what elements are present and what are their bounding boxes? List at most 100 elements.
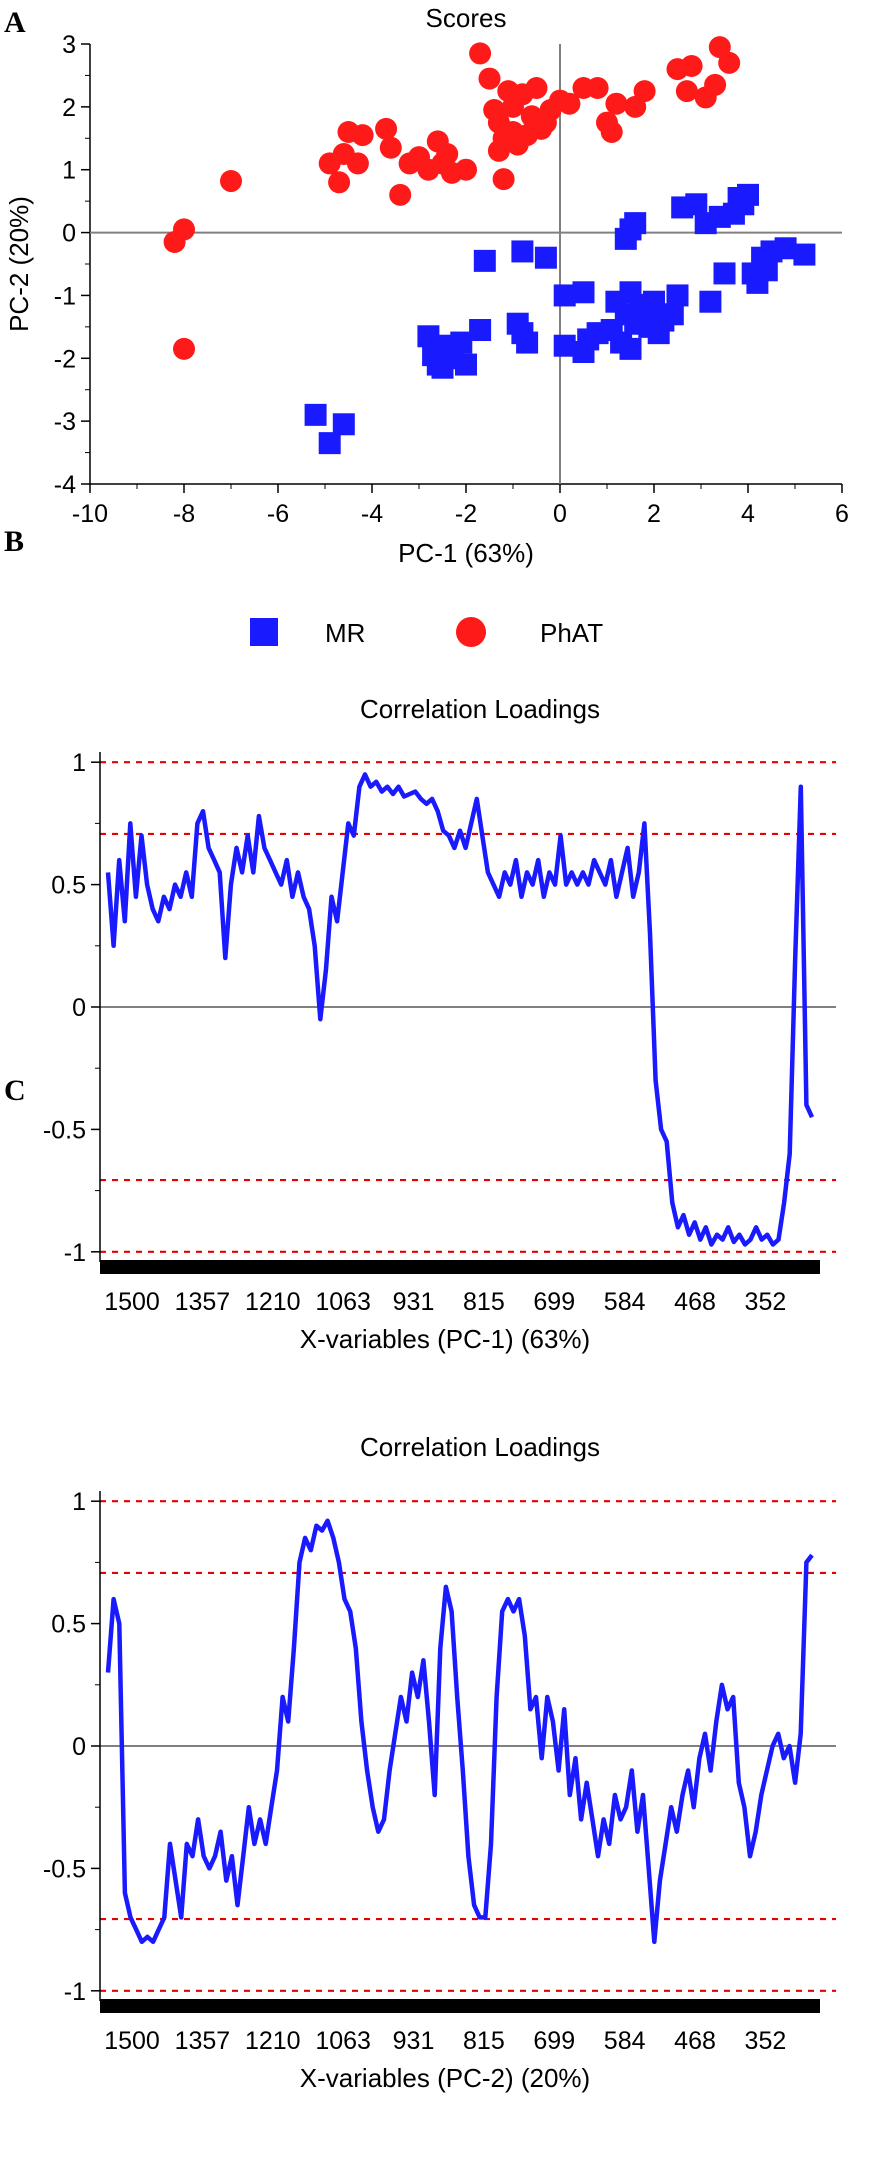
phat-point <box>530 117 553 140</box>
scores-x-tick-label: -10 <box>72 500 108 528</box>
loadings-pc1-y-tick-label: -0.5 <box>43 1116 86 1144</box>
scores-y-tick-label: 1 <box>62 157 76 185</box>
loadings-pc1-loading-line <box>105 772 815 1247</box>
mr-point <box>534 246 557 269</box>
phat-point <box>436 143 459 165</box>
phat-point <box>492 127 515 150</box>
phat-point <box>525 77 548 99</box>
phat-point <box>605 92 628 115</box>
loadings-pc2-x-tick-label: 1210 <box>245 2027 301 2055</box>
loadings-pc2-loading-line <box>105 1518 814 1945</box>
scores-x-tick-label: 6 <box>835 500 849 528</box>
scores-title: Scores <box>426 3 507 33</box>
loadings-pc2-x-label: X-variables (PC-2) (20%) <box>300 2063 590 2093</box>
scores-y-tick-label: 2 <box>62 94 76 122</box>
phat-point <box>379 136 402 159</box>
phat-point <box>351 124 374 147</box>
phat-point <box>469 42 492 65</box>
loadings-pc1-y-tick-label: 0 <box>72 994 86 1022</box>
scores-x-tick-label: -4 <box>361 500 383 528</box>
mr-point <box>417 325 440 348</box>
mr-point <box>431 356 454 379</box>
mr-point <box>666 284 689 307</box>
mr-point <box>553 284 576 307</box>
mr-point <box>469 319 492 341</box>
phat-point <box>375 117 398 140</box>
mr-point <box>450 331 473 354</box>
scores-x-tick-label: -6 <box>267 500 289 528</box>
loadings-pc1-x-tick-label: 1500 <box>104 1288 160 1316</box>
mr-point <box>614 227 637 250</box>
loadings-pc1-y-tick-label: 1 <box>72 749 86 777</box>
phat-point <box>483 99 506 121</box>
scores-x-tick-label: 4 <box>741 500 755 528</box>
mr-point <box>755 259 778 282</box>
loadings-pc1-x-tick-label: 815 <box>463 1288 505 1316</box>
phat-point <box>492 168 515 191</box>
phat-point <box>704 73 727 96</box>
phat-point <box>600 121 623 143</box>
phat-point <box>173 218 195 241</box>
legend-phat-label: PhAT <box>540 618 603 648</box>
mr-point <box>318 432 341 455</box>
scores-y-tick-label: -2 <box>54 345 76 373</box>
loadings-pc2-x-tick-label: 1063 <box>315 2027 371 2055</box>
loadings-pc1-x-tick-label: 468 <box>674 1288 716 1316</box>
loadings-pc2-x-tick-label: 1500 <box>104 2027 160 2055</box>
loadings-pc2-x-tick-label: 931 <box>393 2027 435 2055</box>
loadings-pc1-x-tick-label: 1357 <box>175 1288 231 1316</box>
scores-y-tick-label: -1 <box>54 282 76 310</box>
loadings-pc1-y-tick-label: -1 <box>64 1239 86 1267</box>
mr-point <box>713 262 736 285</box>
phat-point <box>586 77 609 99</box>
loadings-pc2-y-tick-label: 0.5 <box>51 1611 86 1639</box>
mr-point <box>516 331 539 354</box>
loadings-pc1-title: Correlation Loadings <box>360 694 600 724</box>
loadings-pc2-y-tick-label: 1 <box>72 1488 86 1516</box>
phat-point <box>328 171 351 194</box>
scores-y-tick-label: -4 <box>54 471 76 499</box>
mr-point <box>511 240 534 263</box>
loadings-pc1-x-axis-band <box>100 1260 820 1274</box>
legend-phat-marker <box>456 617 486 647</box>
phat-point <box>718 51 741 74</box>
scores-y-tick-label: -3 <box>54 408 76 436</box>
scores-x-tick-label: -8 <box>173 500 195 528</box>
loadings-pc2-x-tick-label: 815 <box>463 2027 505 2055</box>
loadings-pc1-x-tick-label: 1210 <box>245 1288 301 1316</box>
phat-point <box>680 55 703 77</box>
scores-x-tick-label: 2 <box>647 500 661 528</box>
phat-point <box>497 80 520 103</box>
panel-letter-a: A <box>4 6 26 39</box>
mr-point <box>572 281 595 304</box>
mr-point <box>332 413 355 436</box>
mr-point <box>661 303 684 326</box>
scores-x-tick-label: 0 <box>553 500 567 528</box>
scores-x-label: PC-1 (63%) <box>398 538 534 568</box>
loadings-pc1-x-label: X-variables (PC-1) (63%) <box>300 1324 590 1354</box>
mr-point <box>699 290 722 313</box>
loadings-pc1-x-tick-label: 584 <box>604 1288 646 1316</box>
loadings-pc2-x-tick-label: 1357 <box>175 2027 231 2055</box>
loadings-pc1-x-tick-label: 931 <box>393 1288 435 1316</box>
scores-x-tick-label: -2 <box>455 500 477 528</box>
legend-mr-label: MR <box>325 618 365 648</box>
mr-point <box>793 243 816 266</box>
loadings-pc2-x-tick-label: 352 <box>745 2027 787 2055</box>
mr-point <box>304 403 327 426</box>
phat-point <box>220 170 242 193</box>
panel-letter-c: C <box>4 1074 26 1107</box>
mr-point <box>553 334 576 357</box>
loadings-pc1-y-tick-label: 0.5 <box>51 872 86 900</box>
loadings-pc2-x-tick-label: 699 <box>533 2027 575 2055</box>
mr-point <box>643 290 665 313</box>
loadings-pc2-y-tick-label: 0 <box>72 1733 86 1761</box>
panel-letter-b: B <box>4 525 25 558</box>
scores-y-tick-label: 3 <box>62 31 76 59</box>
phat-point <box>558 92 581 115</box>
loadings-pc1-x-tick-label: 352 <box>745 1288 787 1316</box>
phat-point <box>389 183 412 206</box>
scores-y-label: PC-2 (20%) <box>4 196 34 332</box>
phat-point <box>675 80 698 103</box>
phat-point <box>173 337 195 360</box>
